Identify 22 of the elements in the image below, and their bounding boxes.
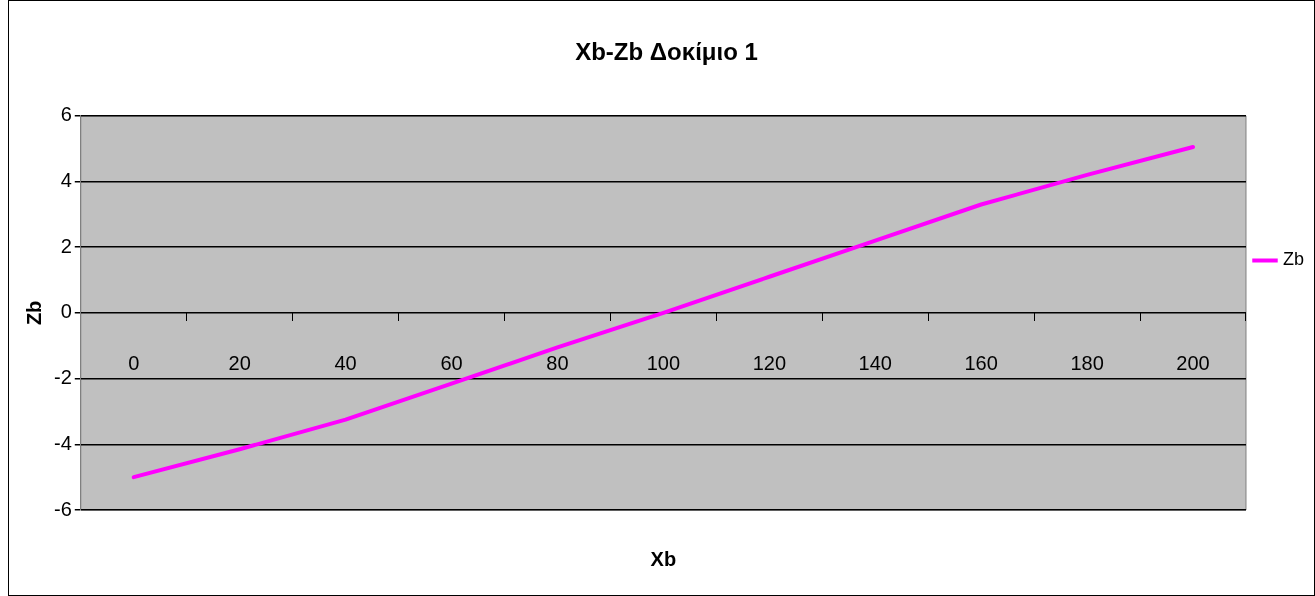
x-tick-label: 100: [646, 352, 681, 375]
x-tick-label: 200: [1176, 352, 1210, 375]
x-tick-label: 60: [440, 352, 463, 375]
y-tick-label: -6: [53, 497, 72, 520]
y-tick-label: 6: [60, 103, 72, 126]
y-axis-title: Zb: [22, 300, 45, 326]
x-tick-label: 80: [546, 352, 569, 375]
x-tick-label: 0: [128, 352, 140, 375]
x-tick-label: 140: [858, 352, 892, 375]
y-tick-label: 4: [60, 169, 72, 192]
legend-label: Zb: [1282, 249, 1305, 270]
x-tick-label: 120: [752, 352, 786, 375]
y-tick-label: -2: [53, 366, 72, 389]
x-tick-label: 20: [228, 352, 251, 375]
y-tick-label: 0: [60, 300, 72, 323]
chart-title: Xb-Zb Δοκίμιο 1: [575, 38, 758, 66]
x-tick-label: 180: [1070, 352, 1104, 375]
x-tick-label: 160: [964, 352, 998, 375]
x-axis-title: Xb: [650, 547, 677, 570]
x-tick-label: 40: [334, 352, 357, 375]
y-tick-label: 2: [60, 234, 72, 257]
y-tick-label: -4: [53, 431, 72, 454]
